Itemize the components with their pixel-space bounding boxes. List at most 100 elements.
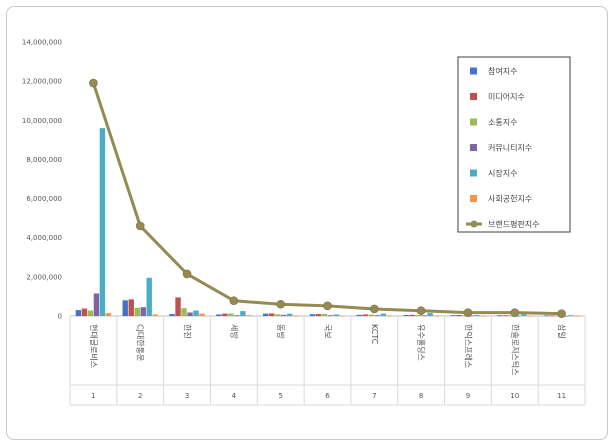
line-point-6: [323, 301, 332, 311]
x-rank-label: 1: [91, 392, 95, 400]
bar-사회공헌지수-5: [292, 315, 299, 317]
legend-entry: 시장지수: [488, 168, 517, 178]
x-category-label: 국보: [323, 324, 332, 339]
x-rank-label: 10: [510, 392, 519, 400]
bar-미디어지수-11: [549, 315, 556, 317]
bar-미디어지수-3: [175, 297, 181, 316]
bar-사회공헌지수-2: [152, 314, 158, 316]
y-tick-label: 6,000,000: [26, 195, 62, 203]
x-rank-label: 4: [232, 392, 237, 400]
line-point-10: [510, 308, 520, 317]
line-point-5: [276, 299, 285, 309]
x-rank-label: 11: [557, 392, 566, 400]
line-point-2: [135, 221, 145, 231]
bar-소통지수-2: [134, 307, 140, 316]
legend-entry: 커뮤니티지수: [488, 143, 532, 153]
x-rank-label: 7: [372, 392, 376, 400]
legend-entry: 사회공헌지수: [488, 195, 532, 204]
x-rank-label: 5: [278, 392, 282, 400]
x-category-label: 한진: [183, 324, 193, 339]
bar-시장지수-6: [333, 314, 340, 316]
bar-사회공헌지수-7: [386, 315, 393, 317]
bar-미디어지수-10: [503, 315, 509, 317]
bar-시장지수-4: [240, 311, 246, 316]
bar-커뮤니티지수-4: [234, 315, 240, 317]
bar-커뮤니티지수-2: [140, 307, 146, 316]
x-category-label: 유수홀딩스: [417, 324, 427, 361]
legend-swatch-사회공헌지수: [470, 195, 477, 202]
legend-entry: 미디어지수: [488, 92, 525, 102]
bar-참여지수-9: [450, 315, 456, 317]
y-tick-label: 10,000,000: [22, 117, 62, 125]
line-point-8: [416, 306, 426, 316]
x-category-label: 삼일: [557, 324, 567, 339]
x-category-label: 한익스프레스: [463, 324, 473, 368]
bar-사회공헌지수-4: [246, 315, 252, 317]
bar-사회공헌지수-3: [199, 313, 205, 316]
bar-시장지수-8: [427, 313, 433, 316]
bar-참여지수-1: [75, 310, 82, 316]
x-category-label: 현대글로비스: [89, 324, 98, 368]
legend-swatch-참여지수: [470, 67, 477, 75]
y-tick-label: 4,000,000: [26, 234, 62, 242]
bar-참여지수-5: [262, 313, 269, 316]
line-point-3: [182, 269, 192, 279]
y-tick-label: 12,000,000: [22, 78, 62, 86]
bar-미디어지수-8: [409, 314, 415, 316]
bar-소통지수-5: [274, 314, 281, 316]
line-point-1: [89, 78, 98, 88]
bar-시장지수-11: [567, 315, 574, 317]
x-category-label: 동방: [276, 324, 286, 339]
legend-entry: 브랜드평판지수: [488, 219, 540, 229]
bar-소통지수-6: [321, 313, 328, 316]
legend-swatch-커뮤니티지수: [470, 144, 477, 151]
bar-참여지수-8: [403, 315, 409, 316]
y-tick-label: 8,000,000: [26, 156, 62, 164]
x-rank-label: 8: [419, 392, 423, 400]
legend-swatch-미디어지수: [470, 93, 477, 100]
x-rank-label: 9: [466, 392, 470, 400]
bar-시장지수-1: [99, 128, 106, 316]
bar-시장지수-10: [521, 314, 527, 316]
legend-swatch-marker: [470, 220, 478, 228]
bar-커뮤니티지수-5: [280, 314, 287, 316]
x-category-label: 세방: [229, 324, 239, 339]
bar-소통지수-7: [368, 314, 375, 316]
bar-참여지수-6: [309, 314, 316, 316]
bar-커뮤니티지수-3: [187, 312, 193, 316]
bar-미디어지수-6: [315, 314, 322, 316]
bar-참여지수-3: [169, 314, 175, 316]
bar-커뮤니티지수-6: [327, 315, 334, 317]
bar-참여지수-4: [216, 314, 222, 316]
bar-미디어지수-2: [128, 299, 134, 316]
bar-사회공헌지수-8: [433, 315, 439, 317]
bar-시장지수-5: [286, 313, 293, 316]
bar-미디어지수-5: [268, 313, 275, 316]
bar-사회공헌지수-9: [480, 315, 486, 317]
bar-사회공헌지수-10: [527, 315, 533, 317]
bar-소통지수-3: [181, 308, 187, 316]
bar-참여지수-11: [543, 315, 550, 317]
bar-커뮤니티지수-8: [421, 315, 427, 317]
bar-시장지수-9: [474, 315, 480, 316]
bar-커뮤니티지수-10: [515, 315, 521, 317]
bar-미디어지수-1: [81, 308, 88, 316]
x-category-label: KCTC: [370, 324, 379, 345]
bar-미디어지수-9: [456, 315, 462, 316]
legend-entry: 소통지수: [488, 118, 517, 127]
bar-시장지수-3: [193, 310, 199, 316]
bar-커뮤니티지수-1: [93, 293, 100, 316]
legend-swatch-시장지수: [470, 169, 477, 177]
bar-사회공헌지수-11: [573, 315, 580, 317]
bar-커뮤니티지수-9: [468, 315, 474, 317]
bar-미디어지수-4: [222, 313, 228, 316]
bar-사회공헌지수-6: [339, 315, 346, 317]
line-point-9: [463, 308, 473, 317]
bar-참여지수-10: [497, 315, 503, 317]
x-rank-label: 3: [185, 392, 189, 400]
bar-미디어지수-7: [362, 314, 369, 316]
line-point-7: [370, 304, 379, 314]
bar-커뮤니티지수-7: [374, 315, 381, 317]
legend-entry: 참여지수: [488, 66, 517, 76]
